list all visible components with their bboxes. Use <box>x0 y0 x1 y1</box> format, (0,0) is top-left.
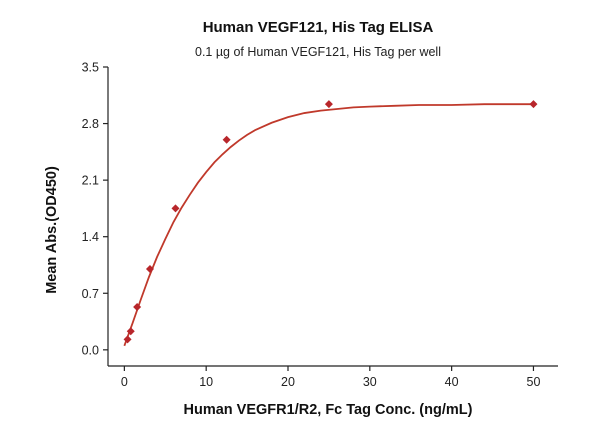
x-tick-label: 10 <box>199 375 213 389</box>
y-tick-label: 2.1 <box>82 174 99 188</box>
data-point <box>529 100 538 109</box>
y-tick-label: 2.8 <box>82 117 99 131</box>
chart-subtitle: 0.1 µg of Human VEGF121, His Tag per wel… <box>195 45 441 59</box>
data-point <box>133 303 142 312</box>
data-point <box>324 100 333 109</box>
y-tick-label: 3.5 <box>82 61 99 75</box>
data-point <box>222 135 231 144</box>
data-point <box>126 327 135 336</box>
y-tick-label: 0.0 <box>82 343 99 357</box>
x-axis-ticks: 0 10 20 30 40 50 <box>121 366 541 389</box>
y-axis-label: Mean Abs.(OD450) <box>44 166 60 294</box>
x-axis-label: Human VEGFR1/R2, Fc Tag Conc. (ng/mL) <box>184 402 473 418</box>
x-tick-label: 30 <box>363 375 377 389</box>
y-axis-ticks: 0.0 0.7 1.4 2.1 2.8 3.5 <box>82 61 108 357</box>
data-points <box>123 100 538 344</box>
chart-title: Human VEGF121, His Tag ELISA <box>203 19 434 36</box>
plot-area: 0.0 0.7 1.4 2.1 2.8 3.5 0 10 20 30 40 50 <box>82 61 558 389</box>
x-tick-label: 0 <box>121 375 128 389</box>
x-tick-label: 50 <box>527 375 541 389</box>
y-tick-label: 0.7 <box>82 287 99 301</box>
data-point <box>145 265 154 274</box>
x-tick-label: 20 <box>281 375 295 389</box>
y-tick-label: 1.4 <box>82 230 99 244</box>
fit-curve-line <box>123 103 534 347</box>
data-point <box>123 335 132 344</box>
x-tick-label: 40 <box>445 375 459 389</box>
data-point <box>171 204 180 213</box>
